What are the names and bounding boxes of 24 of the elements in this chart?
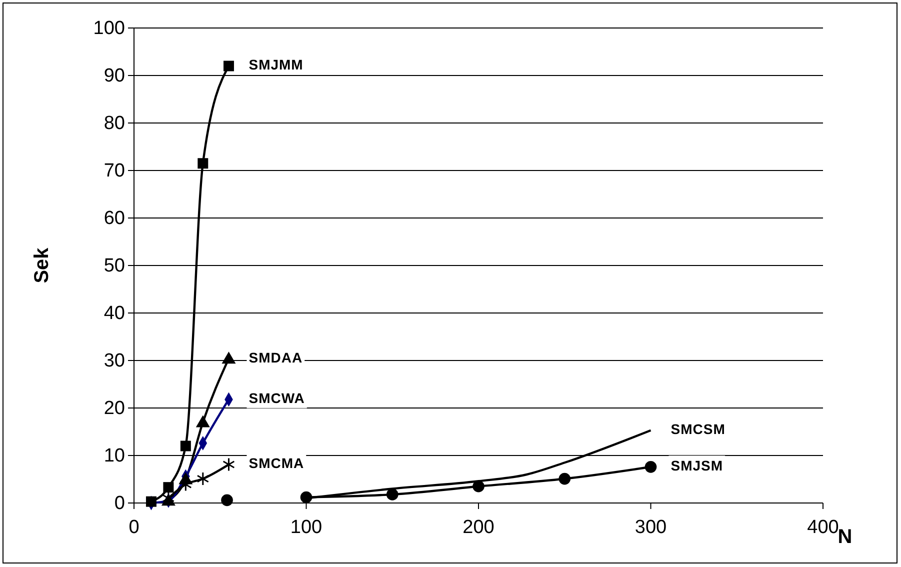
y-tick-label: 50	[104, 256, 125, 277]
series-label: SMCMA	[248, 455, 304, 472]
y-tick-label: 70	[104, 160, 125, 182]
y-tick-label: 40	[104, 303, 125, 324]
y-tick-label: 80	[104, 113, 125, 134]
y-tick-label: 10	[104, 446, 125, 467]
x-tick-label: 0	[128, 516, 140, 538]
y-axis-title: Sek	[31, 246, 53, 284]
y-tick-label: 100	[93, 18, 125, 40]
series-label: SMCSM	[670, 421, 726, 438]
x-tick-label: 300	[634, 516, 667, 538]
x-tick-label: 100	[290, 516, 322, 538]
x-axis-title: N	[838, 526, 852, 548]
series-label: SMDAA	[248, 349, 303, 366]
y-tick-label: 60	[104, 208, 125, 230]
series-label: SMJSM	[670, 458, 724, 474]
x-tick-label: 200	[462, 516, 494, 538]
series-label: SMJMM	[248, 56, 304, 73]
y-tick-label: 30	[104, 350, 125, 372]
y-tick-label: 90	[104, 66, 125, 87]
series-label: SMCWA	[248, 390, 305, 406]
y-tick-label: 20	[104, 398, 125, 420]
x-tick-label: 400	[807, 516, 839, 538]
y-tick-label: 0	[114, 493, 125, 514]
